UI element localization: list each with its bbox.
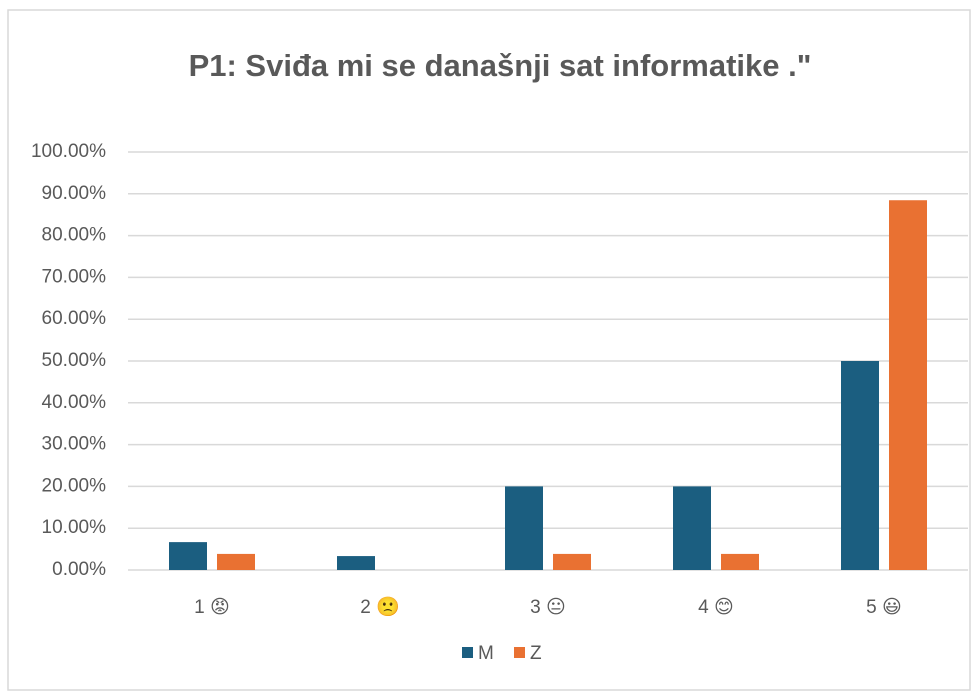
- y-tick-label: 40.00%: [42, 392, 107, 413]
- chart-frame: [7, 9, 971, 691]
- y-tick-label: 30.00%: [42, 434, 107, 455]
- y-tick-label: 100.00%: [31, 141, 106, 162]
- y-tick-label: 0.00%: [52, 559, 106, 580]
- legend-label: Z: [530, 643, 542, 664]
- bar: [337, 556, 375, 570]
- bar: [841, 361, 879, 570]
- chart-title: P1: Sviđa mi se današnji sat informatike…: [189, 48, 812, 83]
- x-tick-label: 3 😐: [530, 597, 566, 618]
- bar: [673, 486, 711, 570]
- y-tick-label: 20.00%: [42, 475, 107, 496]
- bar: [217, 553, 255, 570]
- y-tick-label: 60.00%: [42, 308, 107, 329]
- y-tick-label: 50.00%: [42, 350, 107, 371]
- bar: [553, 553, 591, 570]
- bar: [505, 486, 543, 570]
- x-tick-label: 5 😃: [866, 597, 902, 618]
- legend-label: M: [478, 643, 494, 664]
- bar: [169, 542, 207, 570]
- y-tick-label: 80.00%: [42, 225, 107, 246]
- legend-swatch: [514, 647, 525, 658]
- y-tick-label: 70.00%: [42, 266, 107, 287]
- legend-swatch: [462, 647, 473, 658]
- y-tick-label: 90.00%: [42, 183, 107, 204]
- y-tick-label: 10.00%: [42, 517, 107, 538]
- x-tick-label: 1 😡: [194, 597, 230, 618]
- bar: [889, 200, 927, 571]
- x-tick-label: 2 🙁: [360, 596, 400, 618]
- bar: [721, 553, 759, 570]
- x-tick-label: 4 😊: [698, 597, 734, 618]
